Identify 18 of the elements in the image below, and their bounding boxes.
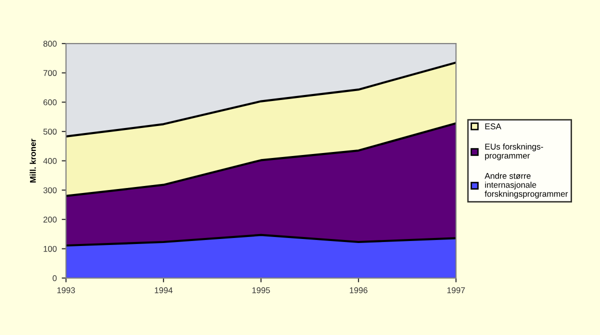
x-tick-label: 1994 bbox=[154, 287, 173, 294]
x-tick-label: 1996 bbox=[350, 287, 368, 294]
x-tick-label: 1997 bbox=[447, 287, 465, 294]
y-tick-label: 0 bbox=[52, 275, 57, 282]
y-tick-label: 300 bbox=[43, 187, 57, 194]
y-tick-label: 100 bbox=[44, 246, 57, 252]
y-tick-label: 400 bbox=[43, 158, 57, 164]
y-tick-label: 500 bbox=[43, 128, 57, 135]
y-tick-label: 800 bbox=[43, 40, 57, 47]
legend-label: Andre større internasjonale forskningsprogrammer bbox=[484, 172, 568, 198]
y-tick-label: 600 bbox=[43, 99, 57, 106]
x-tick-label: 1993 bbox=[57, 287, 75, 294]
legend-label: EUs forsknings-programmer bbox=[485, 143, 544, 160]
y-tick-label: 200 bbox=[43, 216, 57, 223]
x-tick-label: 1995 bbox=[252, 287, 270, 294]
y-axis-title: Mill. kroner bbox=[30, 138, 36, 182]
y-tick-label: 700 bbox=[43, 70, 57, 76]
legend-label: ESA bbox=[485, 123, 502, 130]
